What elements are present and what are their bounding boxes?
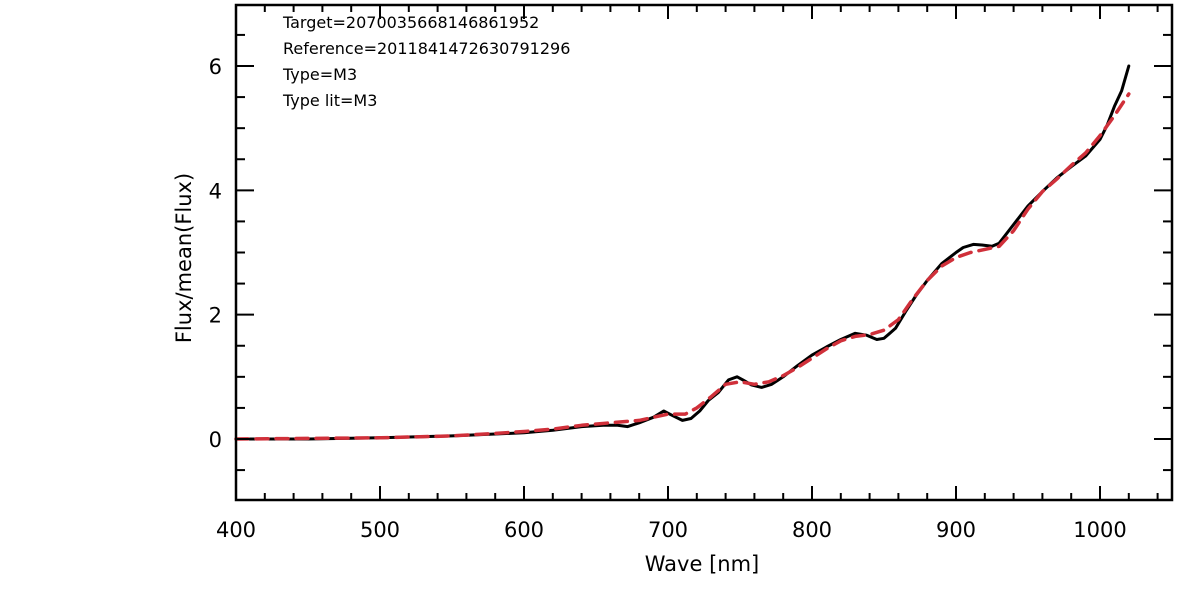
x-tick-label: 800 xyxy=(792,518,832,542)
x-tick-label: 900 xyxy=(936,518,976,542)
x-tick-label: 1000 xyxy=(1073,518,1126,542)
x-tick-label: 400 xyxy=(216,518,256,542)
y-tick-label: 4 xyxy=(209,179,222,203)
annotation-layer: Target=2070035668146861952 Reference=2011… xyxy=(282,13,570,110)
reference-spectrum-line xyxy=(234,92,1131,441)
series-layer xyxy=(234,64,1131,441)
annotation-line: Type=M3 xyxy=(282,65,357,84)
x-axis-title: Wave [nm] xyxy=(645,552,759,576)
y-tick-label: 6 xyxy=(209,55,222,79)
annotation-line: Type lit=M3 xyxy=(282,91,377,110)
x-tick-label: 500 xyxy=(360,518,400,542)
y-axis-title: Flux/mean(Flux) xyxy=(172,173,196,343)
target-spectrum-line xyxy=(234,64,1131,441)
annotation-line: Reference=2011841472630791296 xyxy=(283,39,570,58)
x-tick-label: 700 xyxy=(648,518,688,542)
ticks-layer xyxy=(235,5,1172,500)
y-tick-label: 2 xyxy=(209,304,222,328)
labels-layer: 400 500 600 700 800 900 1000 0 2 4 6 xyxy=(209,55,1127,542)
y-tick-label: 0 xyxy=(209,428,222,452)
annotation-line: Target=2070035668146861952 xyxy=(282,13,539,32)
x-tick-label: 600 xyxy=(504,518,544,542)
